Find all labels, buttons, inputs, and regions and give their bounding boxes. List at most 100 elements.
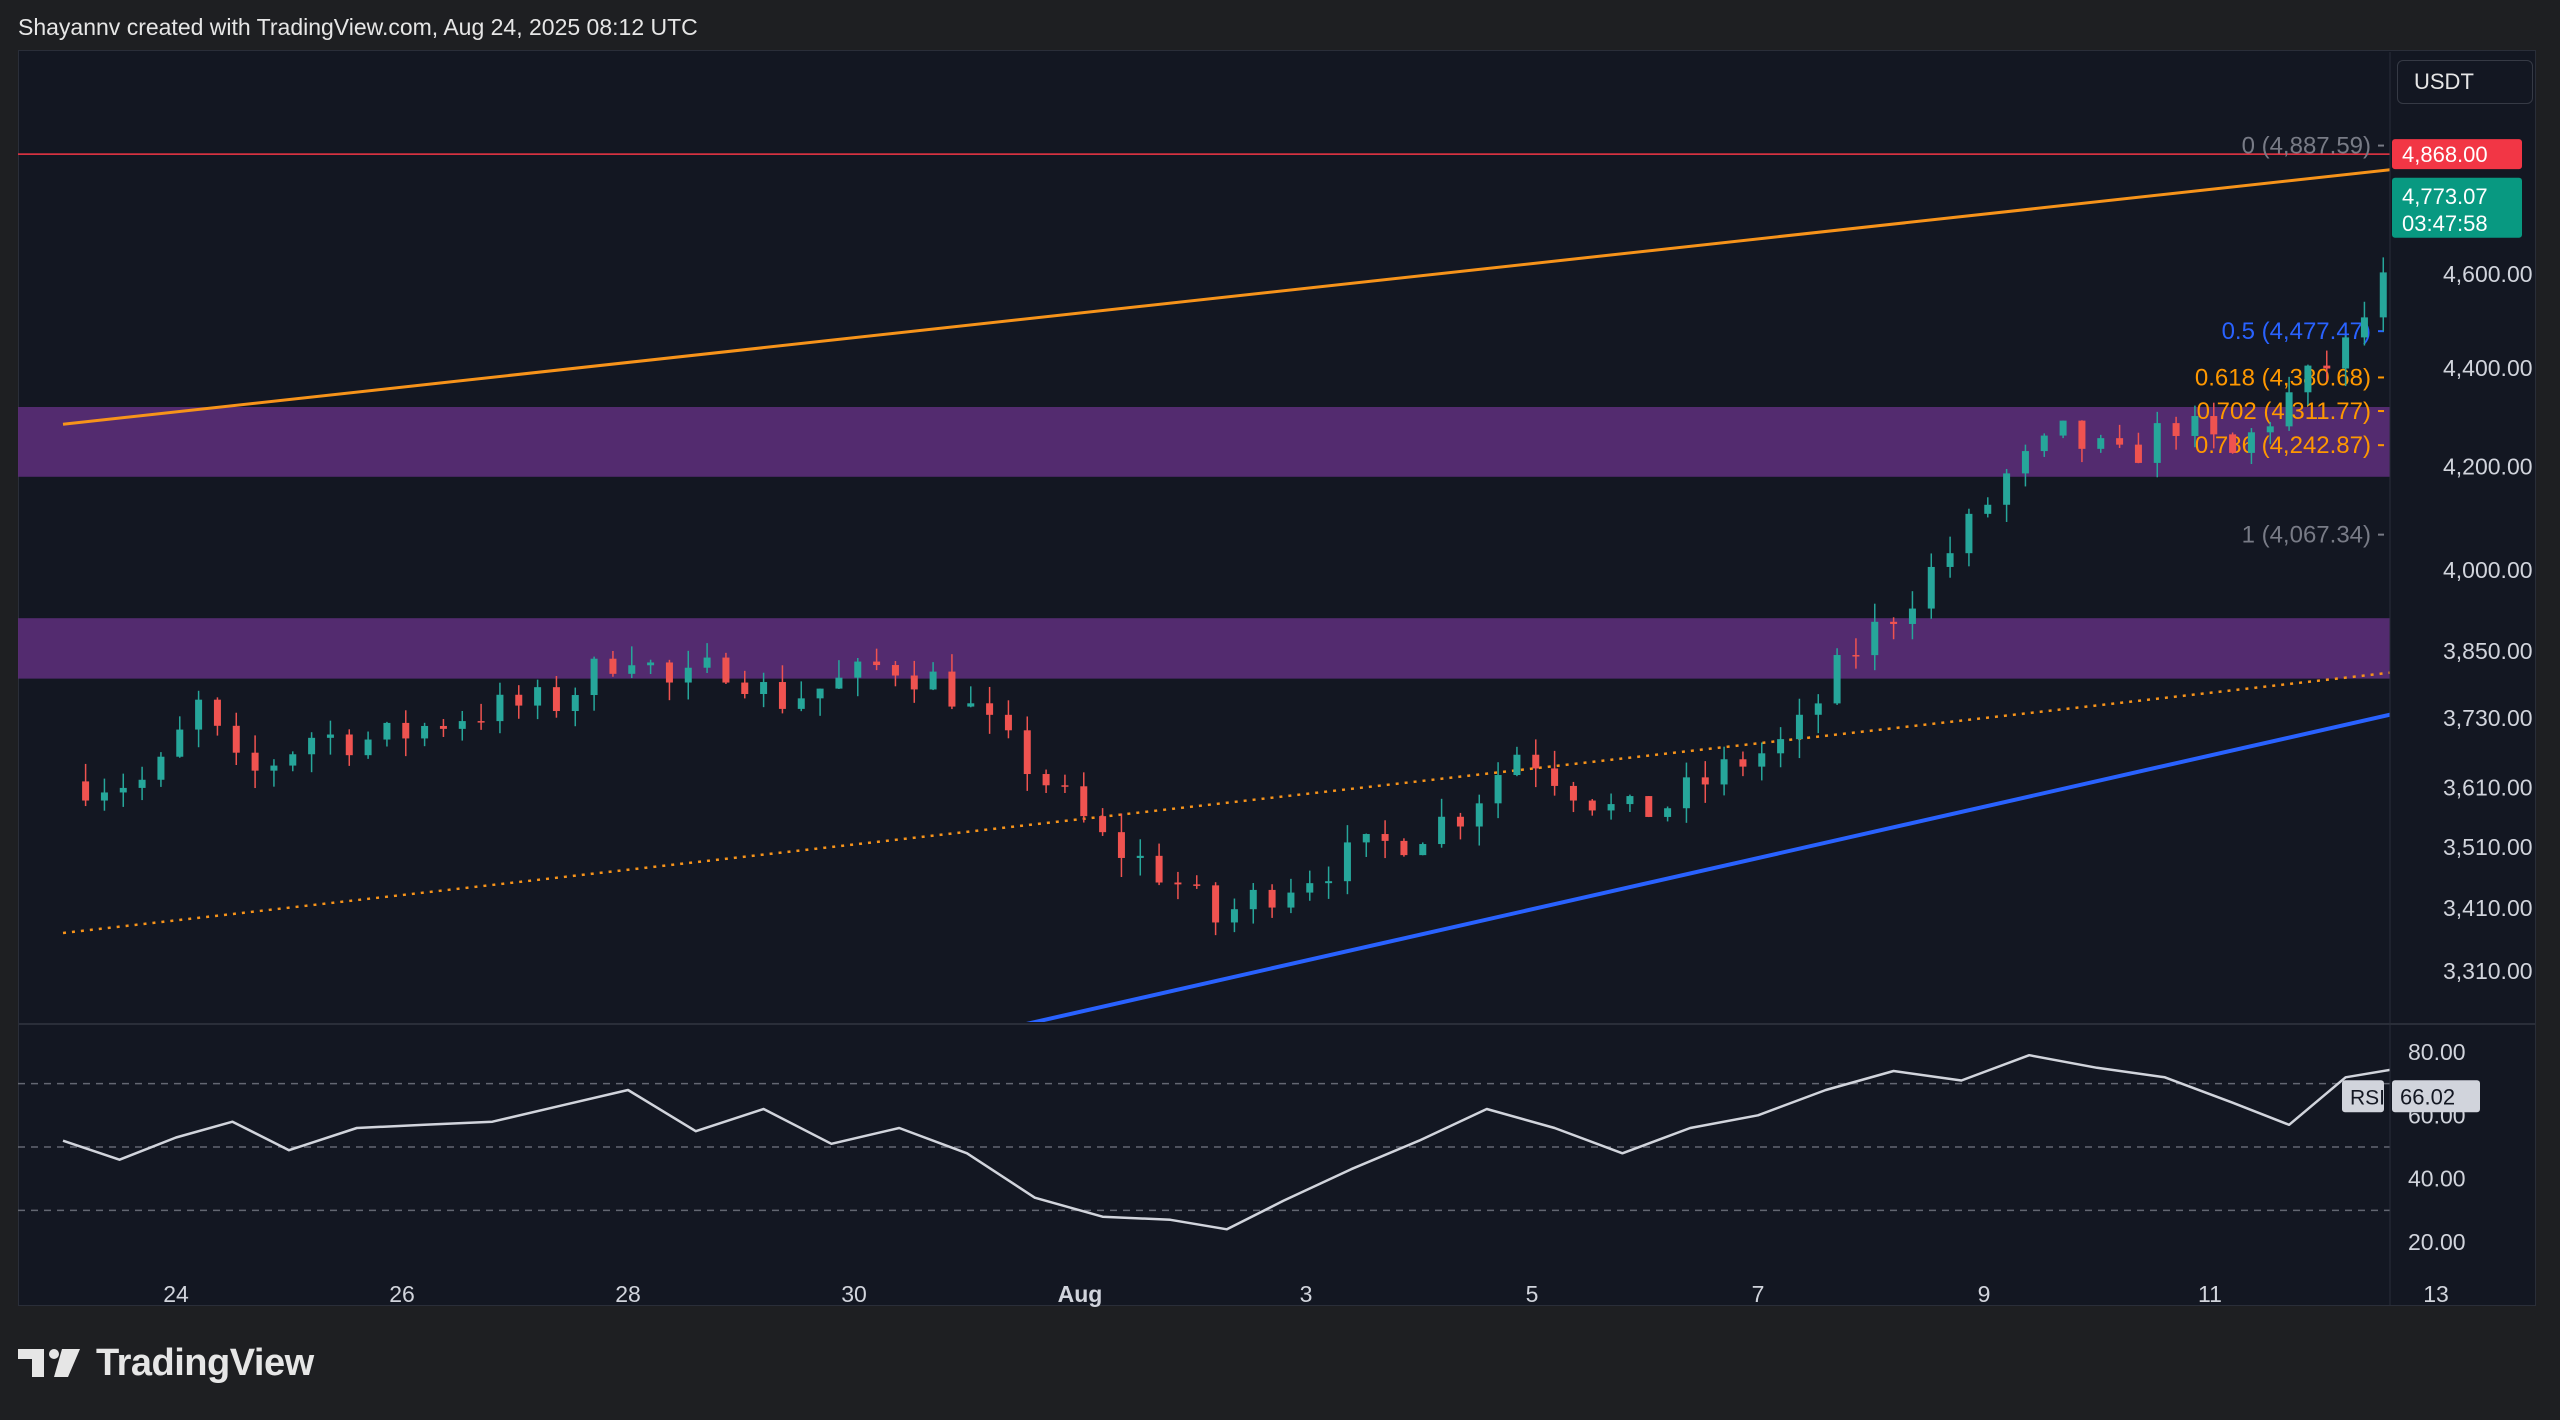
chart-caption: Shayannv created with TradingView.com, A…: [18, 14, 698, 40]
candle: [1230, 898, 1238, 933]
high-price-badge: 4,868.00: [2392, 139, 2522, 170]
candle: [1268, 884, 1276, 918]
fib-level-label: 1 (4,067.34): [2242, 522, 2371, 549]
candle: [2059, 420, 2067, 439]
candle: [1701, 761, 1709, 803]
rsi-line: [62, 1053, 2390, 1231]
candle: [1645, 795, 1653, 818]
candle: [1569, 781, 1577, 813]
candle: [119, 773, 127, 807]
candle: [2304, 364, 2312, 406]
candle: [2247, 428, 2255, 464]
candle: [1513, 746, 1521, 777]
candle: [628, 646, 636, 679]
candle: [1023, 716, 1031, 791]
candle: [515, 685, 523, 719]
svg-text:4,868.00: 4,868.00: [2402, 142, 2488, 167]
rsi-value-badge: RSI 66.02: [2342, 1080, 2480, 1113]
time-tick-label: 28: [615, 1281, 641, 1307]
candle: [703, 643, 711, 673]
fib-level-label: 0.702 (4,311.77): [2197, 398, 2371, 425]
candle: [1117, 813, 1125, 878]
candle: [1061, 774, 1069, 793]
candle: [2342, 335, 2350, 387]
candle: [1664, 806, 1672, 822]
candle: [1965, 508, 1973, 567]
candle: [2172, 416, 2180, 450]
candle-countdown: 03:47:58: [2402, 211, 2488, 236]
candle: [854, 657, 862, 697]
candle: [1946, 536, 1954, 578]
quote-currency-button[interactable]: USDT: [2397, 60, 2533, 104]
candle: [2003, 468, 2011, 522]
candle: [251, 735, 259, 789]
candle: [741, 670, 749, 699]
candle: [986, 686, 994, 734]
candle: [2153, 411, 2161, 478]
candle: [1155, 843, 1163, 886]
candle: [929, 662, 937, 691]
candle: [458, 710, 466, 741]
candle: [2210, 402, 2218, 449]
time-tick-label: 7: [1752, 1281, 1765, 1307]
candle: [232, 712, 240, 765]
candle: [1419, 842, 1427, 856]
candle: [684, 650, 692, 700]
candle: [2266, 422, 2274, 445]
price-tick-label: 3,730.00: [2443, 705, 2533, 731]
candle: [496, 682, 504, 734]
candle: [326, 720, 334, 755]
candle: [1193, 875, 1201, 889]
candle: [213, 697, 221, 736]
candle: [2021, 444, 2029, 487]
rsi-name: RSI: [2350, 1086, 2385, 1109]
time-tick-label: 30: [841, 1281, 867, 1307]
price-tick-label: 3,850.00: [2443, 638, 2533, 664]
candle: [1607, 793, 1615, 820]
candle: [1852, 638, 1860, 669]
candle: [1287, 878, 1295, 914]
trendline-support: [1026, 712, 2390, 1022]
time-tick-label: 5: [1526, 1281, 1539, 1307]
demand-zone-2: [18, 618, 2390, 679]
candle: [1588, 799, 1596, 816]
price-tick-label: 3,510.00: [2443, 834, 2533, 860]
candle: [383, 721, 391, 747]
candle: [157, 752, 165, 787]
trendline-channel-upper: [62, 168, 2390, 426]
time-tick-label: 9: [1978, 1281, 1991, 1307]
candle: [1551, 750, 1559, 796]
candle: [2549, 193, 2556, 229]
rsi-tick-label: 20.00: [2408, 1229, 2466, 1255]
candle: [835, 660, 843, 690]
price-tick-label: 3,310.00: [2443, 958, 2533, 984]
candle: [1174, 871, 1182, 900]
tradingview-brand[interactable]: TradingView: [18, 1338, 314, 1388]
candle: [1682, 762, 1690, 823]
price-pane: 0 (4,887.59)0.5 (4,477.47)0.618 (4,380.6…: [18, 133, 2556, 1022]
candle: [665, 659, 673, 701]
candle: [2379, 257, 2387, 332]
candle: [2116, 424, 2124, 448]
price-tick-label: 4,600.00: [2443, 261, 2533, 287]
candle: [816, 688, 824, 716]
candle: [797, 681, 805, 712]
candle: [1890, 617, 1898, 640]
candle: [1400, 838, 1408, 857]
candle: [571, 687, 579, 727]
candle: [2229, 432, 2237, 454]
candle: [609, 650, 617, 677]
current-price: 4,773.07: [2402, 184, 2488, 209]
candle: [1494, 762, 1502, 819]
price-tick-label: 4,000.00: [2443, 557, 2533, 583]
fib-level-label: 0.786 (4,242.87): [2195, 432, 2371, 459]
tradingview-logo-icon: [18, 1349, 80, 1377]
time-tick-label: 24: [163, 1281, 189, 1307]
candle: [534, 679, 542, 720]
rsi-tick-label: 40.00: [2408, 1166, 2466, 1192]
candle: [421, 722, 429, 747]
candle: [2530, 182, 2537, 196]
demand-zone-1: [18, 407, 2390, 477]
